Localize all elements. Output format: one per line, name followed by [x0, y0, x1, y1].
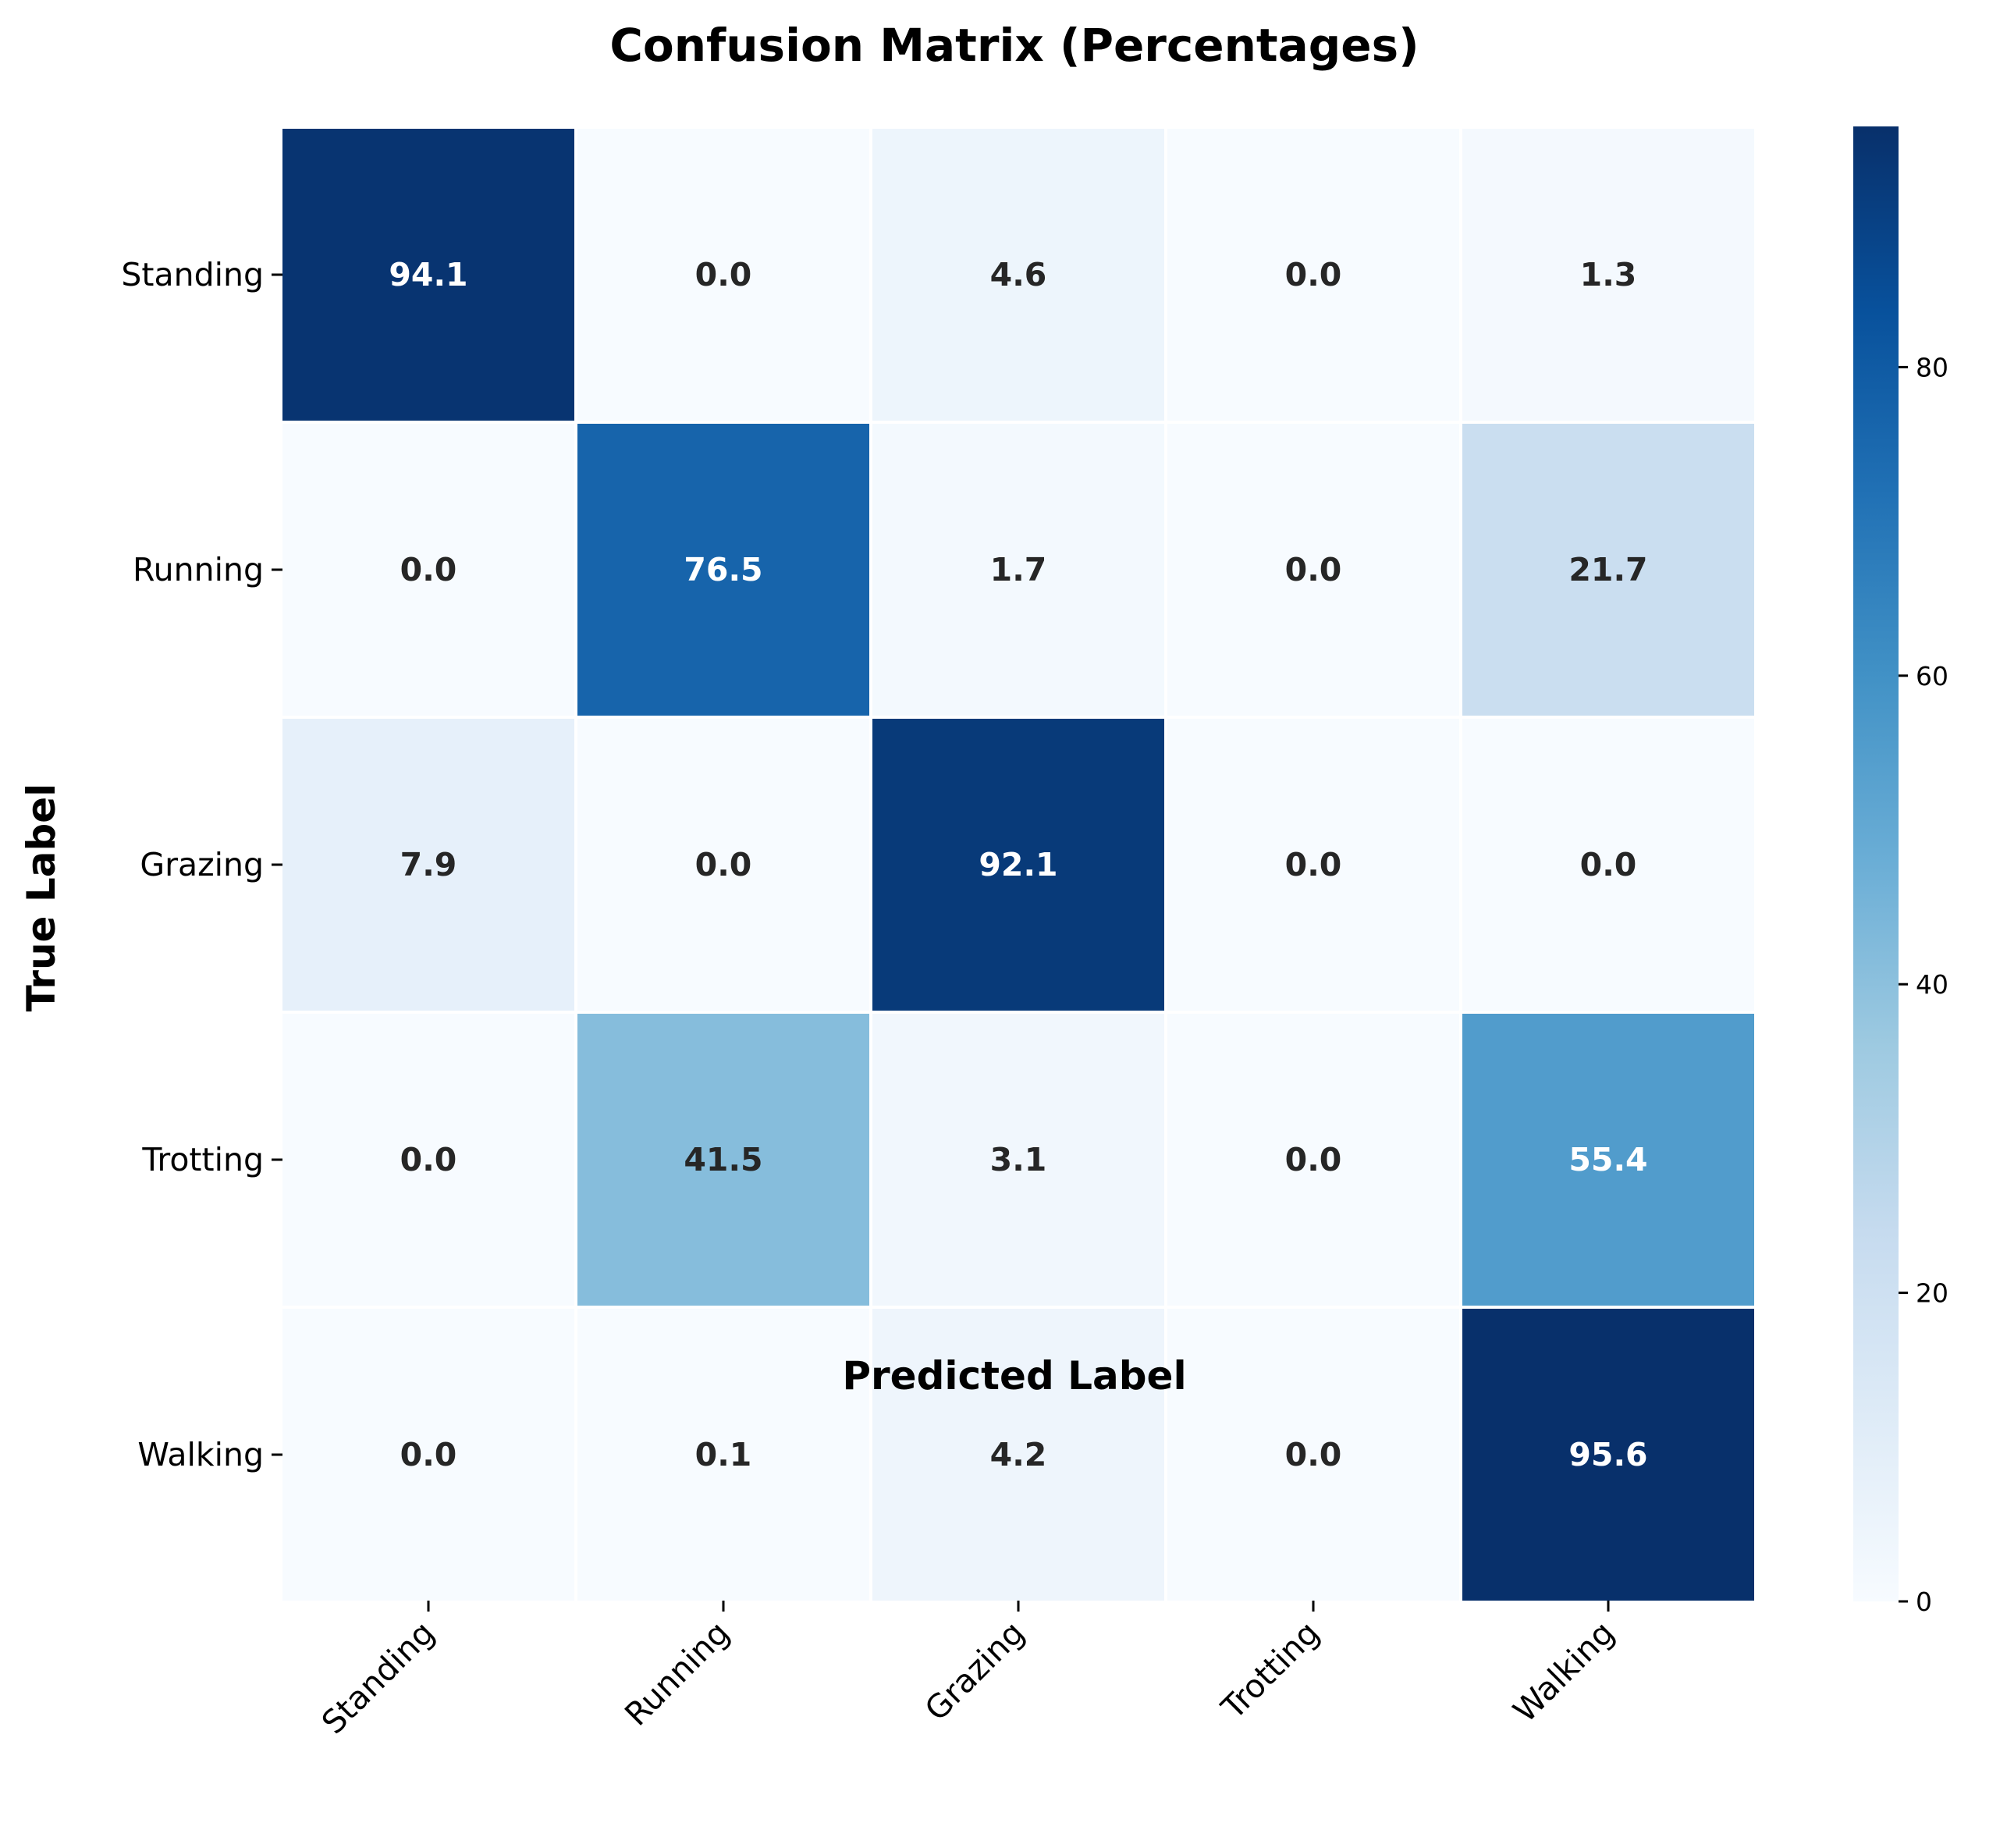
- cell-r1-c1: [577, 424, 869, 716]
- cell-label-r3-c1: 41.5: [684, 1141, 762, 1178]
- cell-label-r0-c4: 1.3: [1580, 256, 1637, 293]
- cell-r0-c4: [1462, 129, 1754, 421]
- cell-label-r0-c3: 0.0: [1285, 256, 1342, 293]
- colorbar: [1853, 126, 1899, 1601]
- cell-r2-c1: [577, 719, 869, 1011]
- cell-r4-c0: [282, 1309, 574, 1601]
- cell-label-r4-c2: 4.2: [990, 1436, 1047, 1473]
- cell-r3-c1: [577, 1014, 869, 1306]
- cell-r2-c2: [872, 719, 1164, 1011]
- cell-label-r3-c3: 0.0: [1285, 1141, 1342, 1178]
- cell-r4-c1: [577, 1309, 869, 1601]
- cell-label-r4-c0: 0.0: [400, 1436, 457, 1473]
- x-tick-label-4: Walking: [1506, 1614, 1622, 1729]
- cell-label-r3-c0: 0.0: [400, 1141, 457, 1178]
- heatmap-cells: [282, 129, 1754, 1601]
- y-axis-ticks: Standing Running Grazing Trotting Walking: [121, 256, 282, 1473]
- cell-r4-c3: [1167, 1309, 1459, 1601]
- colorbar-tick-label-2: 40: [1916, 969, 1948, 1000]
- colorbar-tick-label-0: 0: [1916, 1587, 1932, 1617]
- cell-label-r2-c0: 7.9: [400, 846, 457, 883]
- x-tick-label-1: Running: [617, 1614, 737, 1733]
- cell-r3-c0: [282, 1014, 574, 1306]
- cell-r0-c0: [282, 129, 574, 421]
- y-axis-label: True Label: [19, 784, 64, 1012]
- cell-label-r2-c3: 0.0: [1285, 846, 1342, 883]
- cell-label-r1-c1: 76.5: [684, 551, 762, 588]
- cell-label-r2-c1: 0.0: [695, 846, 752, 883]
- colorbar-ticks: 0 20 40 60 80: [1899, 352, 1948, 1617]
- x-tick-label-0: Standing: [314, 1614, 442, 1741]
- cell-label-r1-c0: 0.0: [400, 551, 457, 588]
- cell-label-r4-c1: 0.1: [695, 1436, 752, 1473]
- cell-label-r4-c4: 95.6: [1568, 1436, 1647, 1473]
- y-tick-label-1: Running: [133, 551, 264, 588]
- y-tick-label-4: Walking: [137, 1436, 264, 1473]
- cell-r0-c1: [577, 129, 869, 421]
- cell-r3-c4: [1462, 1014, 1754, 1306]
- cell-r1-c2: [872, 424, 1164, 716]
- cell-r3-c2: [872, 1014, 1164, 1306]
- cell-r4-c4: [1462, 1309, 1754, 1601]
- cell-label-r0-c1: 0.0: [695, 256, 752, 293]
- cell-label-r1-c3: 0.0: [1285, 551, 1342, 588]
- x-tick-label-3: Trotting: [1213, 1614, 1327, 1727]
- cell-r1-c3: [1167, 424, 1459, 716]
- x-tick-label-2: Grazing: [918, 1614, 1032, 1728]
- heatmap-cell-labels: 94.1 0.0 4.6 0.0 1.3 0.0 76.5 1.7 0.0 21.7 7.9 0.0 9…: [389, 256, 1647, 1473]
- cell-r0-c2: [872, 129, 1164, 421]
- cell-label-r1-c4: 21.7: [1568, 551, 1647, 588]
- cell-label-r2-c4: 0.0: [1580, 846, 1637, 883]
- cell-label-r3-c2: 3.1: [990, 1141, 1047, 1178]
- cell-label-r1-c2: 1.7: [990, 551, 1047, 588]
- x-axis-ticks: Standing Running Grazing Trotting Walking: [314, 1601, 1622, 1741]
- y-tick-label-2: Grazing: [140, 846, 264, 883]
- chart-title: Confusion Matrix (Percentages): [609, 19, 1419, 72]
- cell-r2-c3: [1167, 719, 1459, 1011]
- cell-r0-c3: [1167, 129, 1459, 421]
- cell-label-r4-c3: 0.0: [1285, 1436, 1342, 1473]
- cell-r2-c0: [282, 719, 574, 1011]
- y-tick-label-0: Standing: [121, 256, 264, 293]
- cell-label-r2-c2: 92.1: [979, 846, 1057, 883]
- cell-r1-c4: [1462, 424, 1754, 716]
- colorbar-tick-label-1: 20: [1916, 1278, 1948, 1309]
- colorbar-tick-label-3: 60: [1916, 661, 1948, 691]
- cell-r1-c0: [282, 424, 574, 716]
- y-tick-label-3: Trotting: [141, 1141, 264, 1178]
- cell-r4-c2: [872, 1309, 1164, 1601]
- x-axis-label: Predicted Label: [842, 1353, 1186, 1398]
- cell-label-r0-c2: 4.6: [990, 256, 1047, 293]
- cell-label-r0-c0: 94.1: [389, 256, 467, 293]
- colorbar-tick-label-4: 80: [1916, 352, 1948, 382]
- cell-r2-c4: [1462, 719, 1754, 1011]
- cell-r3-c3: [1167, 1014, 1459, 1306]
- cell-label-r3-c4: 55.4: [1568, 1141, 1647, 1178]
